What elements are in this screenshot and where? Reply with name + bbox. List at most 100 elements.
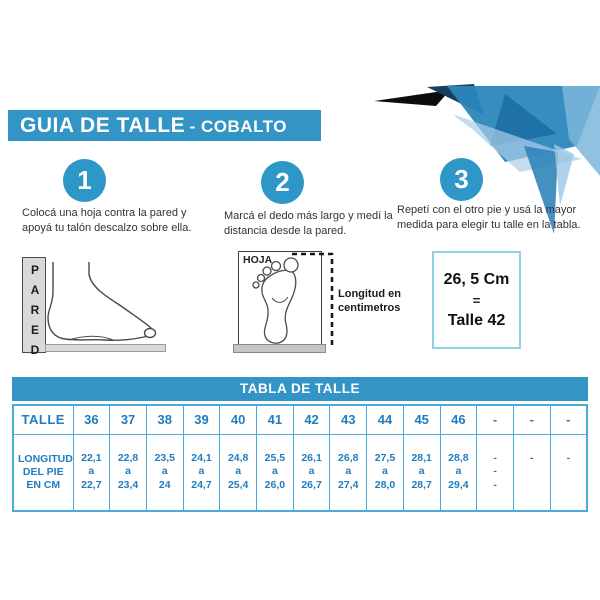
range-to: 29,4 bbox=[448, 479, 469, 492]
range-to: 26,7 bbox=[301, 479, 322, 492]
range-mid: a bbox=[88, 465, 95, 478]
range-cell: 24,1 a 24,7 bbox=[182, 433, 221, 512]
step-1-text: Colocá una hoja contra la pared y apoyá … bbox=[22, 207, 192, 234]
length-label: Longitud en centimetros bbox=[338, 288, 401, 315]
size-cell: 37 bbox=[109, 404, 147, 435]
size-cell: - bbox=[476, 404, 514, 435]
range-from: 28,1 bbox=[411, 451, 432, 464]
range-cell: 27,5 a 28,0 bbox=[366, 433, 404, 512]
footprint-illustration bbox=[252, 257, 299, 344]
table-title: TABLA DE TALLE bbox=[12, 377, 588, 401]
wall-label: PARED bbox=[22, 257, 46, 363]
range-mid: a bbox=[161, 465, 168, 478]
range-cell: - - - bbox=[476, 433, 514, 512]
range-from: 23,5 bbox=[154, 451, 175, 464]
range-to: 28,0 bbox=[374, 479, 396, 492]
range-cell: 25,5 a 26,0 bbox=[256, 433, 294, 512]
measuring-sheet: HOJA bbox=[238, 251, 322, 345]
step-1-number: 1 bbox=[77, 165, 92, 195]
size-cell: 44 bbox=[366, 404, 404, 435]
range-from: - bbox=[566, 452, 571, 465]
range-mid: a bbox=[271, 465, 278, 478]
step-3-number: 3 bbox=[454, 164, 469, 194]
range-to: 25,4 bbox=[227, 479, 249, 492]
range-from: 28,8 bbox=[448, 451, 469, 464]
range-from: 26,8 bbox=[338, 451, 359, 464]
range-mid bbox=[551, 466, 586, 479]
range-to: 28,7 bbox=[411, 479, 432, 492]
range-from: 27,5 bbox=[374, 451, 396, 464]
size-cell: - bbox=[549, 404, 588, 435]
size-cell: 43 bbox=[329, 404, 368, 435]
range-to: 24 bbox=[158, 479, 171, 492]
size-cell: 41 bbox=[256, 404, 294, 435]
size-cell: - bbox=[512, 404, 551, 435]
range-to bbox=[551, 479, 586, 492]
range-cell: 28,8 a 29,4 bbox=[439, 433, 478, 512]
range-from: 24,1 bbox=[191, 451, 212, 464]
triangle-flourish-decoration bbox=[374, 84, 600, 234]
size-row: TALLE 36 37 38 39 40 41 42 43 44 45 46 -… bbox=[12, 404, 588, 435]
size-cell: 45 bbox=[402, 404, 441, 435]
size-cell: 42 bbox=[292, 404, 331, 435]
range-from: 22,8 bbox=[117, 451, 139, 464]
size-table: TALLE 36 37 38 39 40 41 42 43 44 45 46 -… bbox=[12, 404, 588, 512]
size-cell: 46 bbox=[439, 404, 478, 435]
step-3-text: Repetí con el otro pie y usá la mayor me… bbox=[397, 204, 581, 231]
range-from: 25,5 bbox=[264, 451, 286, 464]
range-cell: 28,1 a 28,7 bbox=[402, 433, 441, 512]
step-3-badge: 3 bbox=[440, 158, 483, 201]
range-to: 26,0 bbox=[264, 479, 286, 492]
range-cell: 26,8 a 27,4 bbox=[329, 433, 368, 512]
range-cell: 22,8 a 23,4 bbox=[109, 433, 147, 512]
step-2-number: 2 bbox=[275, 167, 290, 197]
size-cell: 40 bbox=[219, 404, 258, 435]
page-title-main: GUIA DE TALLE bbox=[20, 114, 186, 137]
range-cell: 26,1 a 26,7 bbox=[292, 433, 331, 512]
example-result-box: 26, 5 Cm = Talle 42 bbox=[432, 251, 521, 349]
range-mid: a bbox=[455, 465, 462, 478]
page-title-suffix: - COBALTO bbox=[189, 117, 287, 136]
step-1-badge: 1 bbox=[63, 159, 106, 202]
range-mid: a bbox=[418, 465, 425, 478]
range-cell: 24,8 a 25,4 bbox=[219, 433, 258, 512]
side-foot-illustration bbox=[47, 262, 157, 341]
floor-strip bbox=[45, 344, 166, 352]
range-to bbox=[514, 479, 550, 492]
range-cell: 23,5 a 24 bbox=[145, 433, 184, 512]
step-2-text: Marcá el dedo más largo y medí la distan… bbox=[224, 210, 393, 237]
length-row: LONGITUD DEL PIE EN CM 22,1 a 22,7 22,8 … bbox=[12, 433, 588, 512]
range-mid bbox=[514, 466, 550, 479]
range-to: 27,4 bbox=[338, 479, 359, 492]
range-mid: a bbox=[235, 465, 242, 478]
range-mid: a bbox=[125, 465, 131, 478]
equals-sign: = bbox=[472, 292, 481, 308]
range-to: - bbox=[493, 479, 497, 492]
range-mid: a bbox=[382, 465, 388, 478]
example-measure: 26, 5 Cm bbox=[443, 270, 510, 288]
range-from: 26,1 bbox=[301, 451, 322, 464]
range-to: 23,4 bbox=[117, 479, 139, 492]
measurement-dashed-line bbox=[292, 252, 334, 347]
sheet-label: HOJA bbox=[243, 254, 273, 266]
range-from: - bbox=[530, 452, 534, 465]
range-from: 24,8 bbox=[227, 451, 249, 464]
range-from: 22,1 bbox=[81, 451, 102, 464]
length-row-header: LONGITUD DEL PIE EN CM bbox=[12, 433, 74, 512]
range-mid: - bbox=[493, 465, 497, 478]
range-mid: a bbox=[198, 465, 205, 478]
range-to: 22,7 bbox=[81, 479, 102, 492]
step-2-badge: 2 bbox=[261, 161, 304, 204]
range-cell: - bbox=[549, 433, 588, 512]
size-cell: 39 bbox=[182, 404, 221, 435]
range-cell: 22,1 a 22,7 bbox=[72, 433, 111, 512]
range-mid: a bbox=[345, 465, 352, 478]
page-title: GUIA DE TALLE - COBALTO bbox=[8, 110, 321, 141]
size-cell: 36 bbox=[72, 404, 111, 435]
wall-strip bbox=[233, 344, 326, 353]
range-cell: - bbox=[512, 433, 551, 512]
range-to: 24,7 bbox=[191, 479, 212, 492]
example-size: Talle 42 bbox=[447, 311, 506, 329]
range-from: - bbox=[493, 451, 497, 464]
size-row-header: TALLE bbox=[12, 404, 74, 435]
